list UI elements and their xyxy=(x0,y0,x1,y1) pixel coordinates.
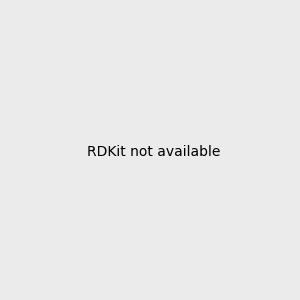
Text: RDKit not available: RDKit not available xyxy=(87,145,220,158)
